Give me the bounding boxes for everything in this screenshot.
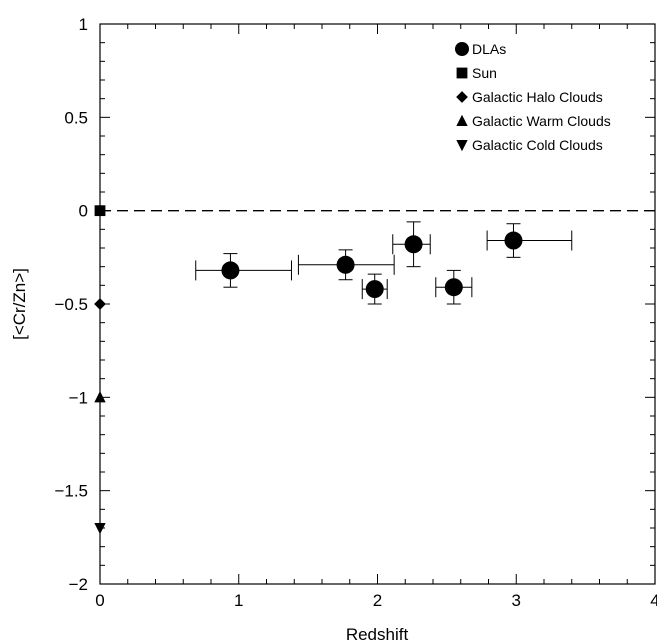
- circle-marker: [365, 280, 384, 299]
- circle-marker: [221, 261, 240, 280]
- x-tick-label: 3: [512, 591, 521, 610]
- circle-marker: [404, 235, 423, 254]
- square-marker: [456, 67, 468, 79]
- tick-labels: 0 1 2 3 4 1 0.5 0 −0.5 −1 −1.5 −2: [54, 15, 657, 610]
- y-tick-label: −1: [69, 388, 88, 407]
- diamond-marker: [456, 91, 468, 103]
- data-markers: [94, 205, 573, 535]
- y-tick-label: −0.5: [54, 295, 88, 314]
- triangle-up-marker: [456, 114, 468, 127]
- triangle-down-marker: [94, 522, 106, 535]
- y-tick-label: 0.5: [64, 108, 88, 127]
- legend-label: DLAs: [472, 41, 506, 57]
- legend-label: Sun: [472, 65, 497, 81]
- y-tick-label: −2: [69, 575, 88, 594]
- legend-label: Galactic Cold Clouds: [472, 137, 603, 153]
- y-tick-label: −1.5: [54, 482, 88, 501]
- x-axis-label: Redshift: [346, 625, 409, 644]
- x-tick-label: 4: [650, 591, 657, 610]
- x-tick-label: 0: [95, 591, 104, 610]
- y-tick-label: 1: [79, 15, 88, 34]
- legend-label: Galactic Halo Clouds: [472, 89, 603, 105]
- triangle-up-marker: [94, 391, 106, 403]
- x-tick-label: 2: [373, 591, 382, 610]
- diamond-marker: [94, 298, 106, 310]
- x-tick-label: 1: [234, 591, 243, 610]
- circle-marker: [444, 278, 463, 297]
- legend: DLAs Sun Galactic Halo Clouds Galactic Warm…: [455, 41, 611, 153]
- circle-marker: [336, 255, 355, 274]
- circle-marker: [455, 42, 469, 56]
- triangle-down-marker: [456, 139, 468, 152]
- circle-marker: [504, 231, 523, 250]
- y-axis-label: [<Cr/Zn>]: [10, 268, 29, 340]
- square-marker: [94, 205, 106, 217]
- legend-label: Galactic Warm Clouds: [472, 113, 611, 129]
- y-tick-label: 0: [79, 202, 88, 221]
